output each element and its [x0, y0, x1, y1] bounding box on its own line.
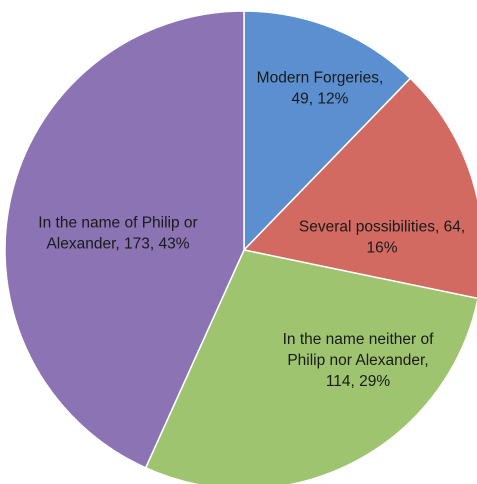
slice-label-4: In the name of Philip or Alexander, 173, … [38, 215, 197, 253]
slice-label-line: Modern Forgeries, [257, 70, 384, 87]
pie-slice-1 [243, 10, 412, 252]
slice-label-line: 114, 29% [326, 373, 391, 390]
pie-labels: Modern Forgeries, 49, 12% Several possibil… [38, 70, 465, 391]
slice-label-line: Several possibilities, 64, [299, 219, 465, 236]
slice-label-3: In the name neither of Philip nor Alexand… [283, 331, 434, 390]
pie-slice-3 [144, 249, 477, 484]
slice-label-line: In the name of Philip or [38, 215, 197, 232]
pie-slices [4, 10, 477, 484]
pie-slice-2 [242, 77, 477, 300]
pie-slice-4 [4, 10, 245, 469]
slice-label-line: In the name neither of [283, 331, 434, 348]
slice-label-1: Modern Forgeries, 49, 12% [257, 70, 384, 108]
slice-label-line: 49, 12% [292, 91, 349, 108]
slice-label-line: Alexander, 173, 43% [46, 236, 189, 253]
slice-label-line: 16% [366, 240, 397, 257]
slice-label-line: Philip nor Alexander, [287, 352, 428, 369]
slice-label-2: Several possibilities, 64, 16% [299, 219, 465, 257]
